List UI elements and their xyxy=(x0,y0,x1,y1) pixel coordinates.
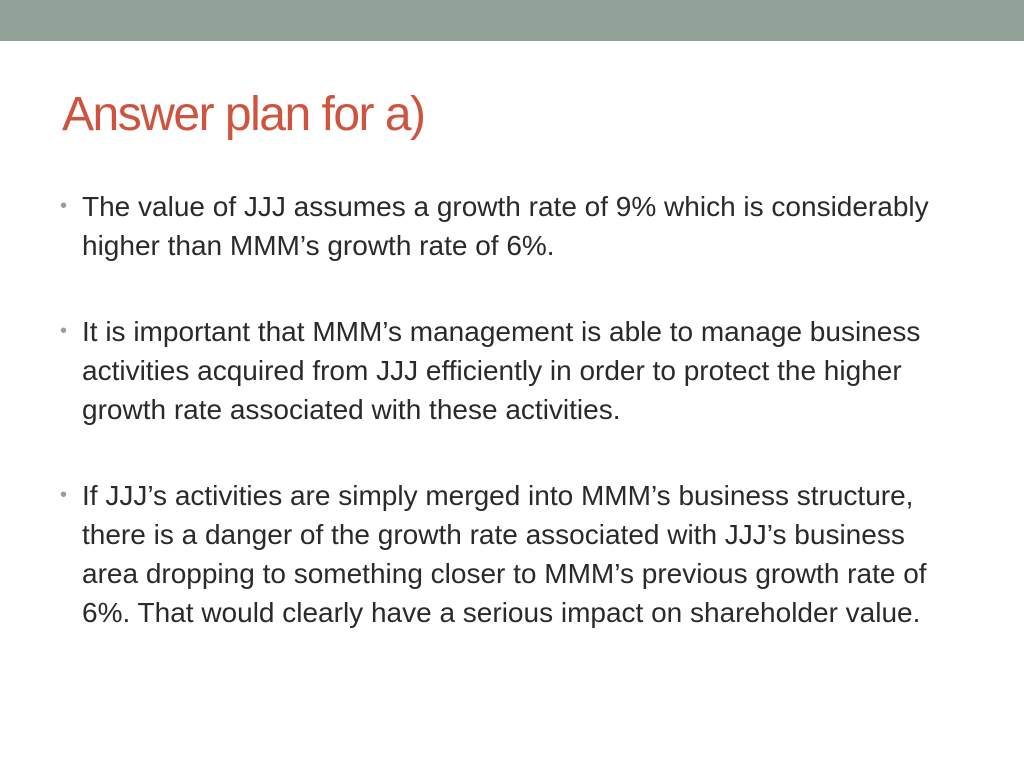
bullet-item: • It is important that MMM’s management … xyxy=(60,312,960,429)
bullet-item: • The value of JJJ assumes a growth rate… xyxy=(60,187,960,265)
bullet-item: • If JJJ’s activities are simply merged … xyxy=(60,476,960,632)
bullet-icon: • xyxy=(60,195,68,217)
bullet-list: • The value of JJJ assumes a growth rate… xyxy=(60,187,960,632)
slide-title: Answer plan for a) xyxy=(62,88,426,141)
bullet-text: If JJJ’s activities are simply merged in… xyxy=(82,480,927,628)
bullet-text: The value of JJJ assumes a growth rate o… xyxy=(82,191,929,261)
bullet-icon: • xyxy=(60,484,68,506)
header-band xyxy=(0,0,1024,41)
bullet-text: It is important that MMM’s management is… xyxy=(82,316,921,425)
bullet-icon: • xyxy=(60,320,68,342)
